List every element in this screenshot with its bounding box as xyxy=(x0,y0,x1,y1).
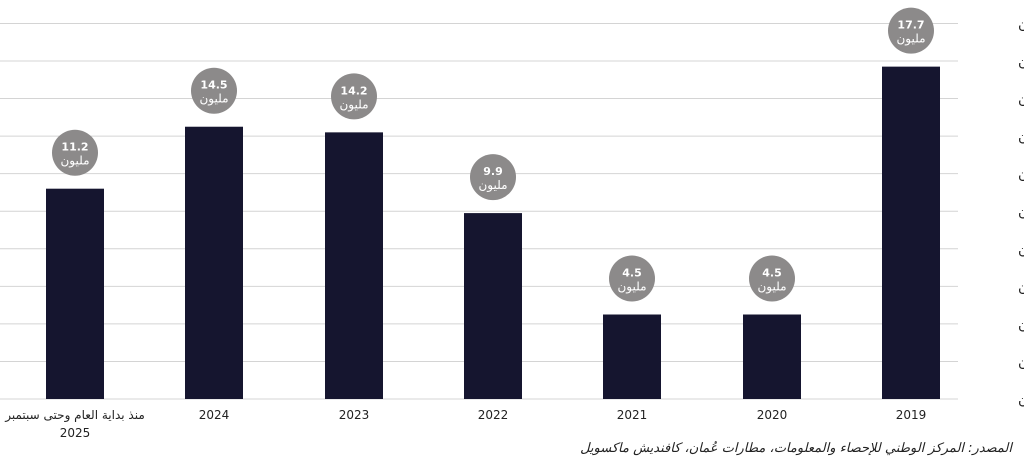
x-tick-label: 2021 xyxy=(617,408,648,422)
x-tick-label: 2023 xyxy=(339,408,370,422)
data-label-bubble xyxy=(191,67,237,114)
bar xyxy=(325,132,383,399)
data-label-value: 14.5 xyxy=(200,79,227,92)
x-tick-label: منذ بداية العام وحتى سبتمبر xyxy=(4,408,145,423)
data-label-value: 9.9 xyxy=(483,165,503,178)
x-tick-label: 2024 xyxy=(199,408,230,422)
data-label-bubble xyxy=(331,73,377,120)
data-label-unit: مليون xyxy=(60,154,89,169)
data-label-value: 4.5 xyxy=(762,267,782,280)
y-tick-label: 0 مليون xyxy=(1018,392,1024,408)
data-label-bubble xyxy=(470,154,516,201)
x-tick-label: 2025 xyxy=(60,426,91,440)
data-label-unit: مليون xyxy=(199,92,228,107)
data-label-unit: مليون xyxy=(896,32,925,47)
data-label-bubble xyxy=(52,129,98,176)
y-tick-label: 2 مليون xyxy=(1018,354,1024,370)
source-note: المصدر: المركز الوطني للإحصاء والمعلومات… xyxy=(580,441,1012,456)
bar xyxy=(464,213,522,399)
data-label-value: 14.2 xyxy=(340,84,367,97)
bar xyxy=(882,66,940,399)
data-label-unit: مليون xyxy=(757,280,786,295)
bar xyxy=(46,188,104,399)
bar xyxy=(743,314,801,399)
data-label-unit: مليون xyxy=(339,97,368,112)
data-label-bubble xyxy=(888,7,934,54)
bar xyxy=(603,314,661,399)
data-label-unit: مليون xyxy=(617,280,646,295)
y-tick-label: 12 مليون xyxy=(1018,167,1024,183)
y-tick-label: 14 مليون xyxy=(1018,129,1024,145)
data-label-bubble xyxy=(749,255,795,302)
bar-chart: 0 مليون 2 مليون 4 مليون 6 مليون 8 مليون 10 مل… xyxy=(0,7,1024,440)
data-label-unit: مليون xyxy=(478,178,507,193)
bar xyxy=(185,126,243,399)
y-tick-label: 6 مليون xyxy=(1018,279,1024,295)
data-label-value: 4.5 xyxy=(622,267,642,280)
y-tick-label: 8 مليون xyxy=(1018,242,1024,258)
x-tick-label: 2020 xyxy=(757,408,788,422)
x-tick-label: 2022 xyxy=(478,408,509,422)
y-tick-label: 16 مليون xyxy=(1018,92,1024,108)
y-tick-label: 4 مليون xyxy=(1018,317,1024,333)
data-label-bubble xyxy=(609,255,655,302)
data-label-value: 11.2 xyxy=(61,141,88,154)
y-tick-label: 10 مليون xyxy=(1018,204,1024,220)
y-tick-label: 18 مليون xyxy=(1018,54,1024,70)
x-tick-label: 2019 xyxy=(896,408,927,422)
data-label-value: 17.7 xyxy=(897,19,924,32)
y-tick-label: 30 مليون xyxy=(1018,16,1024,32)
